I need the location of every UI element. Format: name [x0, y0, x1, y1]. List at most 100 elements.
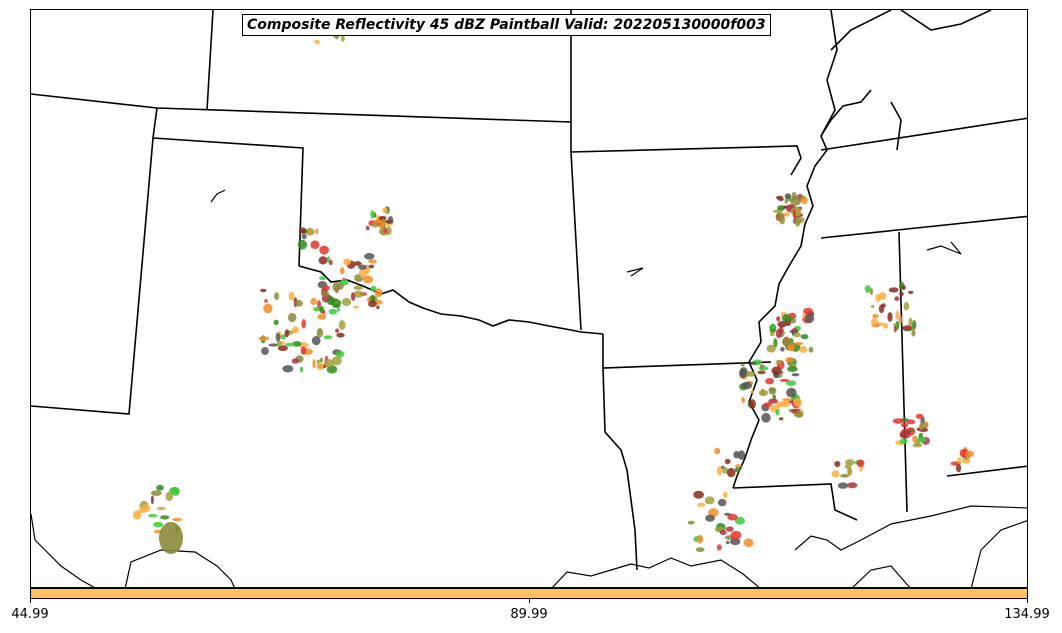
reflectivity-cell: [335, 328, 339, 333]
reflectivity-cell: [757, 370, 766, 375]
gulf-coast: [794, 505, 1027, 551]
reflectivity-cell: [793, 398, 803, 407]
reflectivity-cell: [367, 297, 371, 303]
reflectivity-cell: [790, 196, 801, 206]
reflectivity-cell: [169, 487, 180, 495]
reflectivity-cell: [771, 366, 782, 375]
reflectivity-cell: [358, 264, 367, 270]
reflectivity-cell: [374, 288, 383, 298]
reflectivity-cell: [777, 320, 787, 328]
reflectivity-cell: [780, 346, 785, 352]
reflectivity-cell: [310, 240, 320, 249]
mississippi-river: [732, 10, 838, 489]
reflectivity-cell: [341, 298, 352, 306]
reflectivity-cell: [379, 220, 384, 230]
reflectivity-cell: [758, 366, 769, 371]
reflectivity-cell: [297, 239, 308, 250]
reflectivity-cell: [737, 450, 746, 460]
reflectivity-cell: [900, 422, 909, 428]
reflectivity-cell: [383, 228, 388, 233]
reflectivity-cell: [301, 233, 307, 240]
reflectivity-cell: [869, 288, 874, 296]
reflectivity-cell: [789, 329, 799, 334]
reflectivity-cell: [280, 334, 286, 340]
reflectivity-cell: [285, 342, 295, 347]
reflectivity-cell: [291, 358, 300, 364]
reflectivity-cell: [354, 261, 362, 266]
reflectivity-cell: [314, 39, 320, 44]
reflectivity-cell: [298, 227, 307, 234]
reflectivity-cell: [769, 331, 775, 337]
reflectivity-cell: [717, 498, 727, 507]
reflectivity-cell: [318, 256, 328, 265]
reflectivity-cell: [883, 323, 889, 329]
reflectivity-cell: [310, 297, 317, 306]
reflectivity-cell: [704, 496, 715, 505]
reflectivity-cell: [368, 264, 375, 269]
reflectivity-cell: [872, 313, 879, 319]
reflectivity-cell: [725, 526, 734, 532]
reflectivity-cell: [331, 356, 342, 366]
coast-line: [852, 565, 911, 587]
reflectivity-cell: [294, 300, 303, 307]
border-line: [890, 101, 902, 151]
reflectivity-cell: [311, 336, 321, 346]
reflectivity-cell: [758, 389, 769, 397]
reflectivity-cell: [895, 310, 900, 320]
coast-line: [970, 520, 1027, 587]
reflectivity-cell: [906, 419, 916, 425]
reflectivity-cell: [730, 530, 742, 540]
reflectivity-cell: [308, 230, 313, 235]
reflectivity-cell: [772, 209, 784, 213]
reflectivity-cell: [282, 365, 294, 373]
reflectivity-cell: [794, 342, 804, 346]
reflectivity-cell: [150, 490, 162, 496]
map-panel: [30, 9, 1028, 588]
reflectivity-cell: [871, 318, 879, 328]
reflectivity-cell: [338, 320, 346, 330]
reflectivity-cell: [808, 346, 814, 353]
reflectivity-cell: [779, 378, 790, 382]
reflectivity-cell: [773, 338, 778, 348]
reflectivity-cell: [919, 422, 924, 431]
reflectivity-blobs: [132, 21, 975, 554]
reflectivity-cell: [730, 538, 741, 546]
reflectivity-cell: [372, 221, 379, 228]
reflectivity-cell: [376, 305, 380, 310]
reflectivity-cell: [299, 366, 304, 373]
reflectivity-cell: [847, 482, 858, 489]
reflectivity-cell: [301, 319, 307, 329]
reflectivity-cell: [317, 313, 327, 320]
colorbar-tick-label-min: 44.99: [11, 607, 49, 622]
reflectivity-cell: [735, 464, 742, 468]
reflectivity-cell: [964, 450, 975, 458]
reflectivity-cell: [786, 366, 798, 372]
reflectivity-cell: [340, 35, 345, 42]
colorbar-tick: [1027, 599, 1028, 603]
reflectivity-cell: [800, 196, 808, 204]
reflectivity-cell: [899, 291, 904, 297]
reflectivity-cell: [364, 253, 375, 260]
reflectivity-cell: [368, 300, 377, 308]
border-line: [820, 215, 1027, 239]
reflectivity-cell: [378, 216, 387, 220]
reflectivity-cell: [908, 317, 913, 327]
reflectivity-cell: [726, 467, 736, 478]
reflectivity-cell: [786, 380, 797, 387]
reflectivity-cell: [799, 345, 808, 354]
border-line: [31, 137, 154, 415]
reflectivity-cell: [716, 544, 722, 551]
reflectivity-cell: [733, 451, 740, 459]
reflectivity-cell: [782, 314, 792, 323]
reflectivity-cell: [956, 464, 962, 473]
reflectivity-cell: [775, 212, 785, 221]
reflectivity-cell: [784, 193, 792, 200]
reflectivity-cell: [923, 422, 928, 429]
coast-line: [31, 513, 95, 587]
reflectivity-cell: [795, 217, 801, 228]
reflectivity-cell: [697, 534, 704, 544]
reflectivity-cell: [775, 359, 782, 365]
colorbar-tick-label-mid: 89.99: [510, 607, 548, 622]
reflectivity-cell: [763, 402, 772, 407]
reflectivity-cell: [898, 315, 903, 325]
